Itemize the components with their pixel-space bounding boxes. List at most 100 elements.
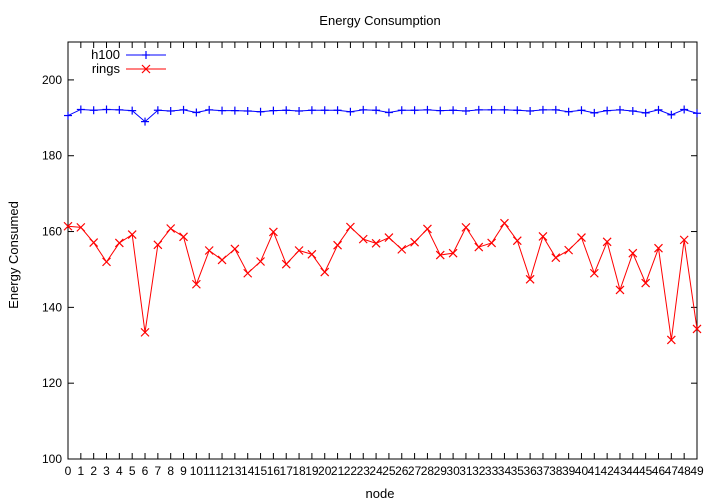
x-tick-label: 30 xyxy=(446,464,460,478)
data-point xyxy=(102,105,111,114)
data-point xyxy=(628,248,638,258)
data-point xyxy=(307,106,316,115)
data-point xyxy=(76,222,86,232)
data-point xyxy=(115,105,124,114)
x-tick-label: 25 xyxy=(382,464,396,478)
x-tick-label: 23 xyxy=(357,464,371,478)
data-point xyxy=(692,324,702,334)
legend-label: h100 xyxy=(91,47,120,62)
data-point xyxy=(423,224,432,234)
x-tick-label: 39 xyxy=(562,464,576,478)
data-point xyxy=(449,106,458,115)
x-tick-label: 38 xyxy=(549,464,563,478)
x-tick-label: 47 xyxy=(665,464,679,478)
y-tick-label: 180 xyxy=(42,149,62,163)
data-point xyxy=(307,249,317,259)
data-point xyxy=(230,244,240,254)
data-point xyxy=(153,106,162,115)
data-point xyxy=(487,238,497,248)
legend-item: rings xyxy=(92,61,166,76)
x-tick-label: 13 xyxy=(228,464,242,478)
x-tick-label: 19 xyxy=(305,464,319,478)
x-tick-label: 0 xyxy=(65,464,72,478)
data-point xyxy=(384,108,393,117)
data-point xyxy=(269,106,278,115)
y-axis-ticks: 100 120 140 160 180 200 xyxy=(42,73,697,466)
data-point xyxy=(371,238,381,248)
data-point xyxy=(602,237,612,247)
x-tick-label: 18 xyxy=(292,464,306,478)
data-point xyxy=(680,105,689,114)
data-point xyxy=(282,106,291,115)
data-point xyxy=(641,108,650,117)
x-tick-label: 35 xyxy=(511,464,525,478)
x-tick-label: 40 xyxy=(575,464,589,478)
data-point xyxy=(345,222,355,232)
x-axis-ticks: 0 1 2 3 4 5 6 7 8 9 10 11 12 13 14 15 16 17 18 19 20 21 22 23 24… xyxy=(65,42,704,478)
data-point xyxy=(551,105,560,114)
x-tick-label: 46 xyxy=(652,464,666,478)
data-point xyxy=(179,232,188,242)
y-axis-title: Energy Consumed xyxy=(6,201,21,309)
data-point xyxy=(64,111,72,120)
data-point xyxy=(191,279,201,289)
data-point xyxy=(474,242,484,252)
data-point xyxy=(654,105,663,114)
data-point xyxy=(218,106,227,115)
data-point xyxy=(76,105,85,114)
data-point xyxy=(525,274,535,284)
chart-title: Energy Consumption xyxy=(319,13,440,28)
x-axis-title: node xyxy=(366,486,395,501)
data-point xyxy=(500,218,509,228)
data-point xyxy=(63,221,73,231)
x-tick-label: 24 xyxy=(369,464,383,478)
data-point xyxy=(89,106,98,115)
data-point xyxy=(397,244,407,254)
data-point xyxy=(487,105,496,114)
data-point xyxy=(410,237,420,247)
data-point xyxy=(89,238,99,247)
data-point xyxy=(372,106,381,115)
data-point xyxy=(423,105,432,114)
x-tick-label: 34 xyxy=(498,464,512,478)
data-point xyxy=(320,106,329,115)
data-point xyxy=(564,245,574,255)
data-point xyxy=(615,105,624,114)
x-tick-label: 17 xyxy=(280,464,294,478)
data-point xyxy=(114,238,124,248)
data-point xyxy=(142,51,150,59)
data-point xyxy=(551,253,561,263)
data-point xyxy=(179,105,188,114)
y-tick-label: 100 xyxy=(42,452,62,466)
data-point xyxy=(615,285,625,295)
data-point xyxy=(294,246,304,255)
data-point xyxy=(577,106,586,115)
data-point xyxy=(295,106,304,115)
x-tick-label: 4 xyxy=(116,464,123,478)
data-point xyxy=(577,233,586,243)
x-tick-label: 15 xyxy=(254,464,268,478)
data-point xyxy=(204,246,214,255)
y-tick-label: 200 xyxy=(42,73,62,87)
x-tick-label: 9 xyxy=(180,464,187,478)
data-point xyxy=(538,105,547,114)
x-tick-label: 41 xyxy=(588,464,602,478)
x-tick-label: 48 xyxy=(677,464,691,478)
series-line xyxy=(67,108,698,123)
data-point xyxy=(166,224,176,233)
data-point xyxy=(590,108,599,117)
x-tick-label: 28 xyxy=(421,464,435,478)
data-point xyxy=(256,257,265,266)
data-point xyxy=(127,230,137,240)
x-tick-label: 37 xyxy=(536,464,550,478)
data-point xyxy=(667,110,676,119)
x-tick-label: 5 xyxy=(129,464,136,478)
data-point xyxy=(500,105,509,114)
data-point xyxy=(359,105,368,114)
data-point xyxy=(666,335,676,345)
x-tick-label: 14 xyxy=(241,464,255,478)
data-point xyxy=(526,106,535,115)
x-tick-label: 26 xyxy=(395,464,409,478)
